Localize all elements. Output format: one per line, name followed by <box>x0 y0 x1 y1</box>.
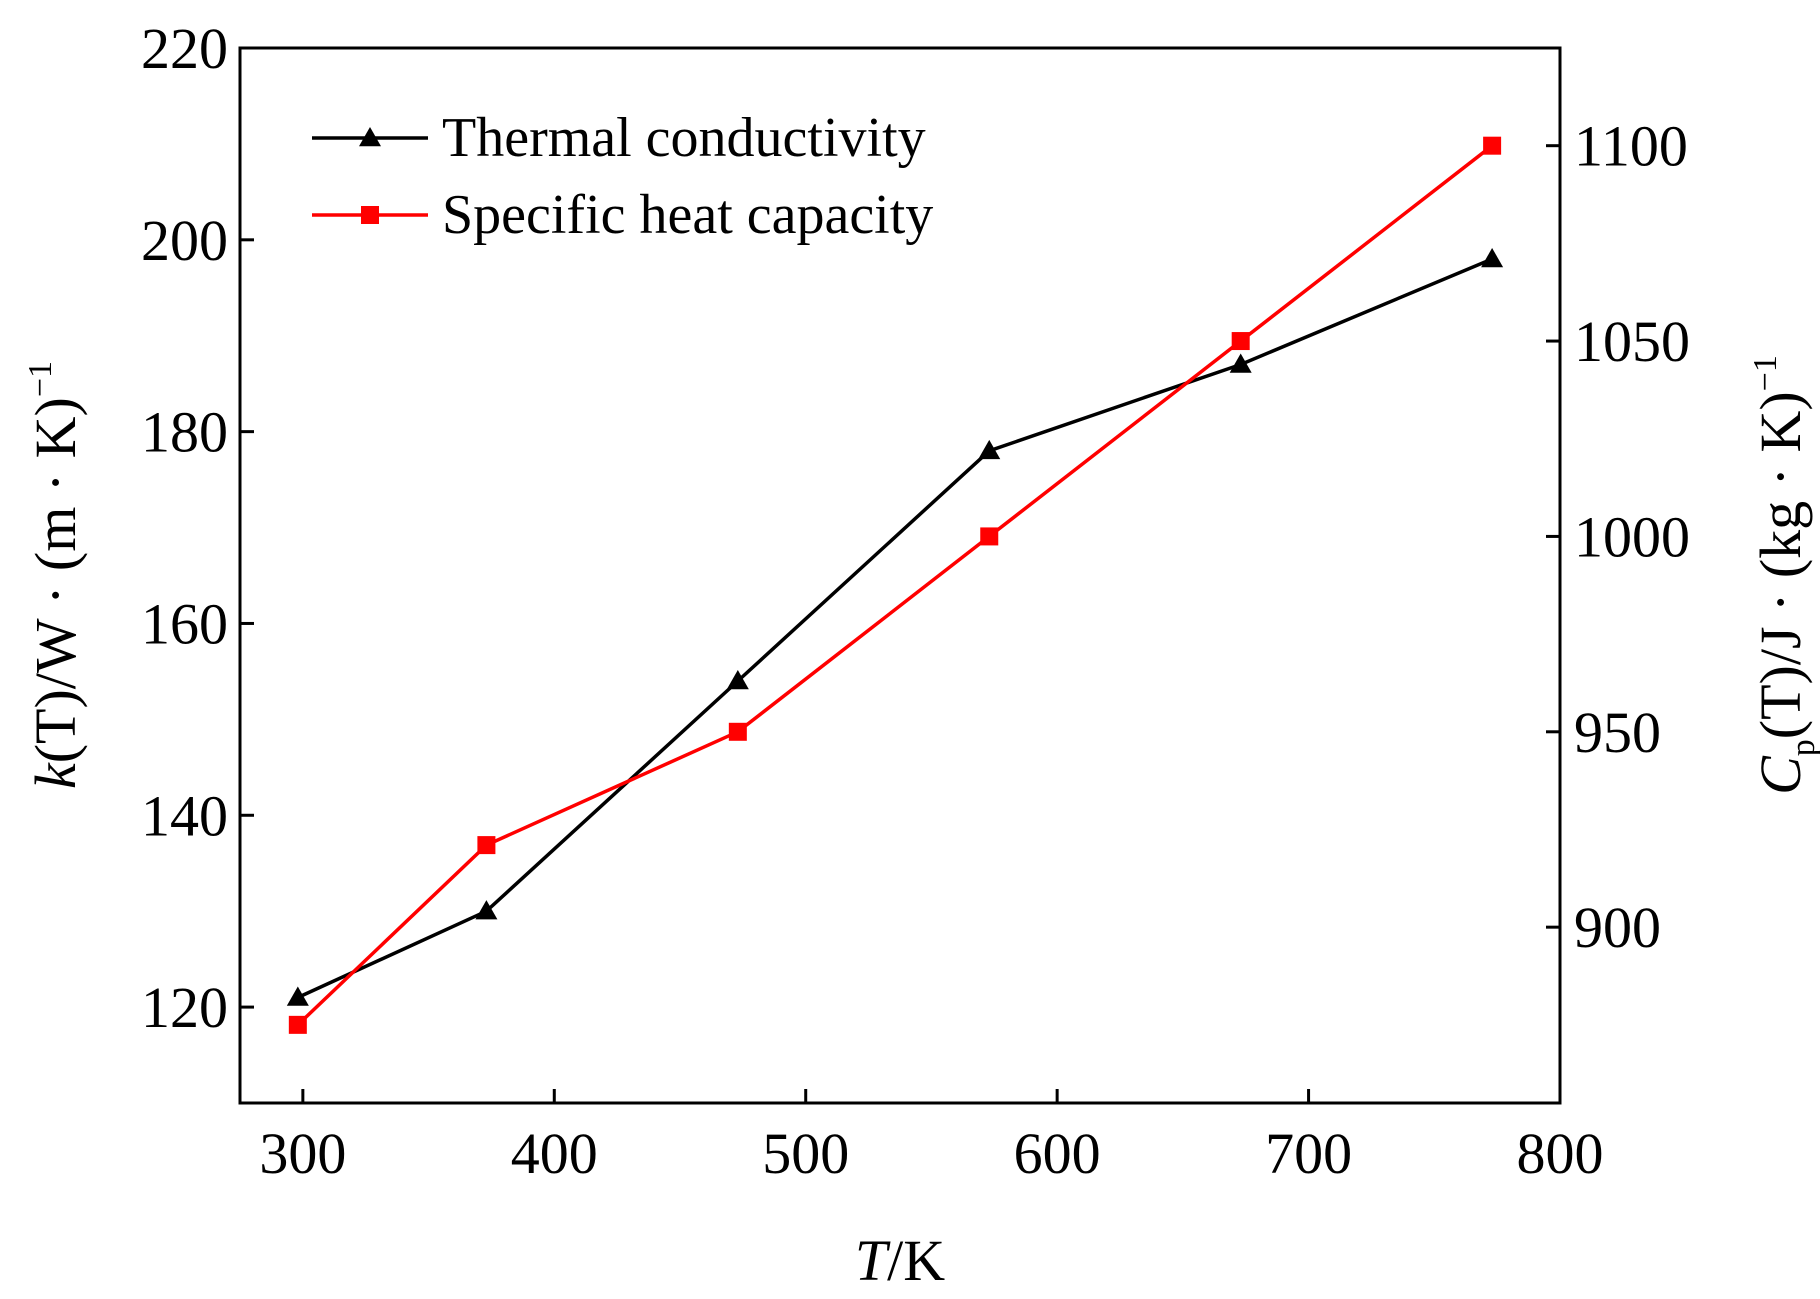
plot-frame <box>238 46 1562 1105</box>
legend-label: Specific heat capacity <box>442 184 933 246</box>
x-tick-label: 600 <box>1014 1121 1101 1186</box>
x-tick-label: 700 <box>1265 1121 1352 1186</box>
legend-marker <box>359 127 381 147</box>
legend-label: Thermal conductivity <box>442 107 926 169</box>
left-y-axis-ticks: 120 140 160 180 200 220 <box>141 16 254 1040</box>
x-tick-label: 800 <box>1517 1121 1604 1186</box>
left-y-tick-label: 160 <box>141 591 228 656</box>
data-point <box>288 1015 307 1034</box>
series-1 <box>286 248 1504 1006</box>
legend-item: Specific heat capacity <box>312 184 933 246</box>
left-y-tick-label: 200 <box>141 208 228 273</box>
data-point <box>1481 248 1504 268</box>
data-point <box>1231 332 1250 351</box>
data-point <box>980 527 999 546</box>
right-y-axis-ticks: 900 950 1000 1050 1100 <box>1546 114 1690 960</box>
left-y-tick-label: 140 <box>141 783 228 848</box>
data-point <box>475 900 498 920</box>
series-line <box>297 257 1493 1000</box>
left-y-axis-title: k(T)/W · (m · K)−1 <box>22 361 88 789</box>
series-layer <box>286 136 1504 1034</box>
series-2 <box>288 136 1502 1034</box>
data-point <box>978 439 1001 460</box>
right-y-tick-label: 1050 <box>1574 309 1690 374</box>
right-y-tick-label: 950 <box>1574 700 1661 765</box>
data-point <box>726 670 749 690</box>
right-y-tick-label: 900 <box>1574 895 1661 960</box>
right-y-tick-label: 1100 <box>1574 114 1688 179</box>
data-point <box>1483 136 1502 155</box>
x-axis-title: T/K <box>855 1228 945 1293</box>
x-tick-label: 500 <box>762 1121 849 1186</box>
data-point <box>728 722 747 741</box>
right-y-axis-title: Cp(T)/J · (kg · K)−1 <box>1747 355 1820 795</box>
x-axis-ticks: 300 400 500 600 700 800 <box>259 1089 1604 1186</box>
x-tick-label: 300 <box>259 1121 346 1186</box>
data-point <box>286 986 309 1006</box>
right-y-tick-label: 1000 <box>1574 504 1690 569</box>
series-line <box>296 144 1494 1027</box>
left-y-tick-label: 180 <box>141 400 228 465</box>
left-y-tick-label: 220 <box>141 16 228 81</box>
data-point <box>1229 353 1252 373</box>
x-tick-label: 400 <box>511 1121 598 1186</box>
left-y-tick-label: 120 <box>141 975 228 1040</box>
legend-marker <box>361 206 379 224</box>
legend-item: Thermal conductivity <box>312 107 926 169</box>
legend: Thermal conductivity Specific heat capaci… <box>312 107 933 246</box>
data-point <box>477 836 496 855</box>
